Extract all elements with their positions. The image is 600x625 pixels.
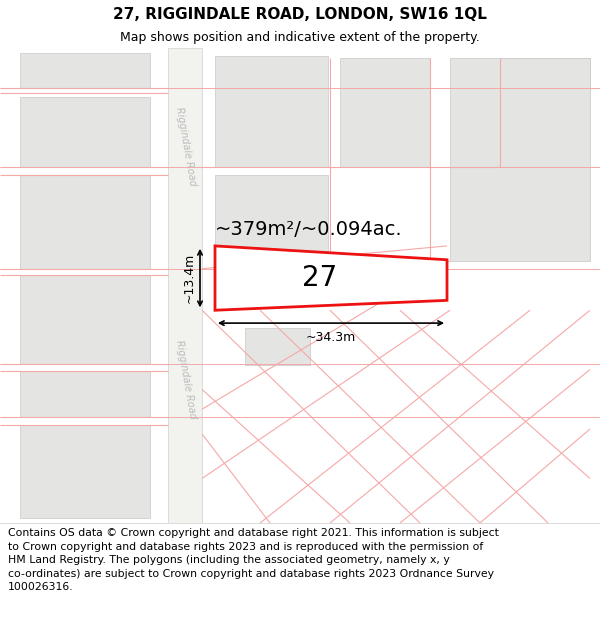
Polygon shape	[340, 58, 430, 167]
Text: Riggindale Road: Riggindale Road	[174, 107, 198, 188]
Text: Riggindale Road: Riggindale Road	[174, 339, 198, 420]
Text: Map shows position and indicative extent of the property.: Map shows position and indicative extent…	[120, 31, 480, 44]
Polygon shape	[245, 328, 310, 364]
Polygon shape	[20, 371, 150, 417]
Polygon shape	[168, 48, 202, 523]
Text: ~34.3m: ~34.3m	[306, 331, 356, 344]
Polygon shape	[500, 58, 590, 92]
Polygon shape	[215, 56, 328, 167]
Text: ~13.4m: ~13.4m	[183, 253, 196, 303]
Polygon shape	[20, 174, 150, 269]
Text: ~379m²/~0.094ac.: ~379m²/~0.094ac.	[215, 219, 403, 239]
Text: 27, RIGGINDALE ROAD, LONDON, SW16 1QL: 27, RIGGINDALE ROAD, LONDON, SW16 1QL	[113, 7, 487, 22]
Polygon shape	[20, 98, 150, 167]
Polygon shape	[215, 174, 328, 251]
Text: Contains OS data © Crown copyright and database right 2021. This information is : Contains OS data © Crown copyright and d…	[8, 528, 499, 592]
Polygon shape	[20, 274, 150, 364]
Polygon shape	[20, 53, 150, 88]
Polygon shape	[20, 425, 150, 518]
Polygon shape	[450, 58, 590, 261]
Text: 27: 27	[302, 264, 338, 292]
Polygon shape	[215, 246, 447, 310]
